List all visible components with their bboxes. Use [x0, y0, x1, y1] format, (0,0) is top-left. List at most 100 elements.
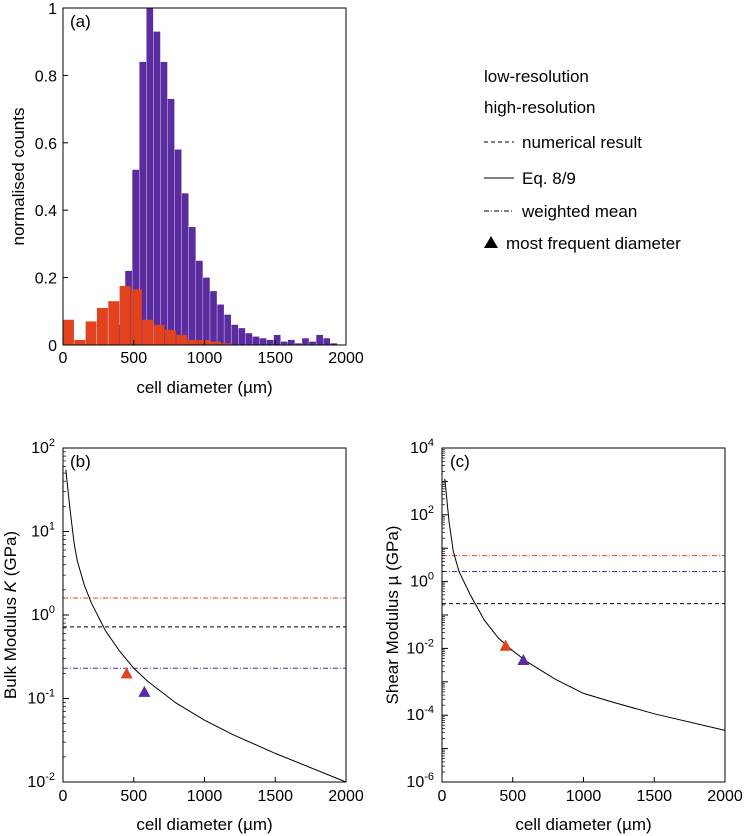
low-resolution-bar [146, 8, 154, 345]
x-axis-label-a: cell diameter (µm) [136, 378, 272, 397]
low-resolution-bar [174, 149, 182, 345]
low-resolution-bar [153, 31, 161, 346]
y-axis-label-c: Shear Modulus µ (GPa) [383, 526, 402, 705]
x-tick-label: 0 [438, 788, 447, 805]
y-tick-label: 10-2 [406, 637, 434, 657]
low-resolution-bar [245, 333, 253, 345]
y-tick-label: 0.6 [35, 136, 57, 153]
x-tick-label: 0 [59, 788, 68, 805]
y-tick-label: 0.2 [35, 271, 57, 288]
low-resolution-bar [160, 61, 168, 346]
ticks-c: 0 500 1000 1500 2000 10-6 10-4 10-2 100 102 104 [406, 437, 742, 805]
eq-curve-b [65, 469, 347, 783]
legend-weighted-mean: weighted mean [521, 202, 637, 221]
high-resolution-bar [221, 343, 233, 345]
legend-eq: Eq. 8/9 [522, 169, 576, 188]
x-tick-label: 1500 [257, 788, 293, 805]
high-resolution-bar [187, 339, 199, 345]
markers-b [120, 667, 151, 697]
low-resolution-bar [203, 277, 210, 345]
most-frequent-diameter-marker [120, 667, 133, 679]
low-resolution-bar [132, 169, 140, 345]
high-resolution-bar [210, 341, 222, 345]
legend-most-frequent: most frequent diameter [506, 234, 681, 253]
x-tick-label: 500 [120, 350, 147, 367]
y-tick-label: 10-4 [406, 704, 434, 724]
low-resolution-bar [224, 314, 231, 345]
low-resolution-bar [252, 336, 260, 345]
low-resolution-bar [181, 193, 189, 345]
y-tick-label: 0.4 [35, 203, 57, 220]
y-tick-label: 102 [410, 504, 434, 524]
low-resolution-bar [287, 339, 295, 345]
reference-lines-b [63, 597, 346, 669]
x-tick-label: 1000 [187, 350, 223, 367]
low-resolution-bar [302, 338, 309, 345]
y-tick-label: 0.8 [35, 68, 57, 85]
eq-curve-c [444, 478, 726, 731]
low-resolution-bar [210, 291, 217, 345]
bulk-modulus-panel-b: 0 500 1000 1500 2000 10-2 10-1 100 101 102 (b) ce… [1, 437, 364, 834]
x-tick-label: 500 [120, 788, 147, 805]
most-frequent-diameter-marker [138, 685, 151, 697]
reference-lines-c [442, 555, 725, 605]
most-frequent-diameter-marker [517, 653, 530, 665]
panel-label-a: (a) [70, 12, 91, 31]
low-resolution-bar [323, 338, 331, 345]
plot-frame-c [441, 447, 726, 783]
markers-c [499, 639, 530, 665]
panel-label-c: (c) [450, 452, 470, 471]
y-tick-label: 104 [410, 437, 434, 457]
high-resolution-bar [119, 286, 131, 345]
legend-low-resolution: low-resolution [484, 67, 589, 86]
x-tick-label: 1500 [257, 350, 293, 367]
low-resolution-bar [238, 328, 246, 345]
high-resolution-bar [153, 324, 165, 345]
low-resolution-bar [280, 341, 288, 345]
legend-high-resolution: high-resolution [484, 98, 596, 117]
ticks-a: 0 500 1000 1500 2000 0 0.2 0.4 0.6 0.8 1 [35, 1, 364, 367]
x-tick-label: 1500 [636, 788, 672, 805]
y-axis-label-b: Bulk Modulus K (GPa) [1, 531, 20, 699]
high-resolution-bar [176, 334, 188, 345]
low-resolution-bar [295, 343, 302, 345]
legend-triangle-icon [484, 236, 498, 248]
x-tick-label: 2000 [328, 350, 364, 367]
low-resolution-bar [139, 61, 147, 346]
high-resolution-bar [74, 339, 86, 345]
panel-label-b: (b) [70, 452, 91, 471]
low-resolution-bar [196, 260, 203, 345]
y-tick-label: 0 [48, 338, 57, 355]
plot-frame-b [62, 447, 347, 783]
low-resolution-bar [231, 324, 239, 345]
x-tick-label: 1000 [187, 788, 223, 805]
low-resolution-bar [259, 338, 267, 345]
low-resolution-bar [273, 334, 281, 345]
y-tick-label: 1 [48, 1, 57, 18]
high-resolution-bar [85, 321, 97, 345]
low-resolution-bar [316, 334, 323, 345]
low-resolution-bar [188, 227, 196, 345]
low-resolution-bar [330, 343, 338, 345]
most-frequent-diameter-marker [499, 639, 512, 651]
x-tick-label: 2000 [328, 788, 364, 805]
y-tick-label: 101 [31, 521, 55, 541]
low-resolution-bar [309, 341, 316, 345]
high-resolution-bar [96, 307, 108, 345]
x-tick-label: 2000 [707, 788, 743, 805]
low-resolution-bar [266, 339, 274, 345]
legend-numerical-result: numerical result [522, 133, 642, 152]
low-resolution-bar [167, 98, 175, 346]
y-tick-label: 100 [31, 604, 55, 624]
shear-modulus-panel-c: 0 500 1000 1500 2000 10-6 10-4 10-2 100 102 104 (c… [383, 437, 743, 834]
y-tick-label: 10-6 [406, 771, 434, 791]
ticks-b: 0 500 1000 1500 2000 10-2 10-1 100 101 102 [27, 437, 363, 805]
high-resolution-bars [63, 286, 233, 345]
high-resolution-bar [130, 289, 142, 345]
y-tick-label: 100 [410, 571, 434, 591]
y-tick-label: 10-2 [27, 771, 55, 791]
high-resolution-bar [164, 329, 176, 345]
high-resolution-bar [142, 319, 154, 345]
y-tick-label: 10-1 [27, 688, 55, 708]
